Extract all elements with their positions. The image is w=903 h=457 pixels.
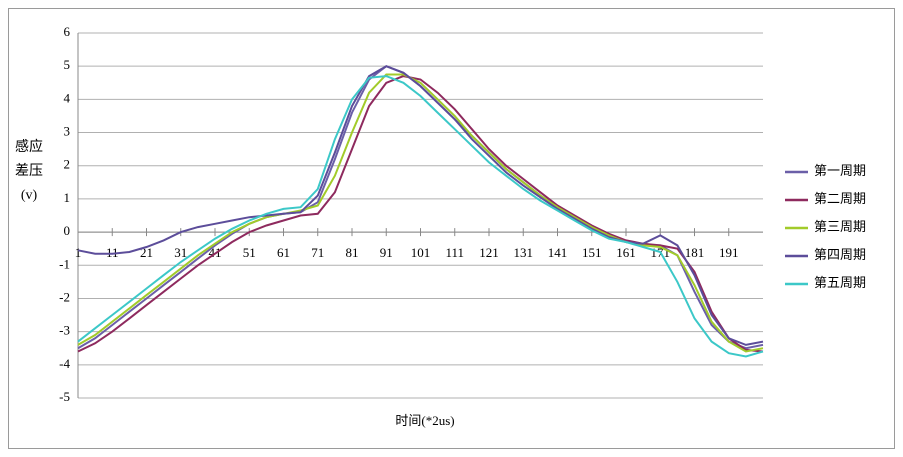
y-tick-label: 0 [64,223,71,238]
x-tick-label: 81 [346,245,359,260]
series-line [77,73,764,353]
series-line [77,75,764,353]
x-tick-label: 161 [616,245,636,260]
series-line [77,65,764,350]
legend-label: 第二周期 [814,191,866,206]
y-tick-label: 6 [64,24,71,39]
x-tick-label: 31 [174,245,187,260]
series-line [77,65,764,346]
y-tick-label: -2 [59,289,70,304]
x-tick-label: 1 [75,245,82,260]
x-tick-label: 51 [243,245,256,260]
x-tick-label: 111 [445,245,464,260]
y-tick-label: -1 [59,256,70,271]
y-tick-label: 2 [64,157,71,172]
series-line [77,75,764,358]
x-tick-label: 101 [411,245,431,260]
x-tick-label: 191 [719,245,739,260]
legend-label: 第四周期 [814,247,866,262]
x-axis-label: 时间(*2us) [395,413,454,428]
x-tick-label: 141 [548,245,568,260]
y-tick-label: 4 [64,90,71,105]
x-tick-label: 181 [685,245,705,260]
x-tick-label: 71 [311,245,324,260]
y-tick-label: 1 [64,190,71,205]
legend-label: 第三周期 [814,219,866,234]
y-tick-label: -4 [59,356,70,371]
y-tick-label: 3 [64,124,71,139]
x-tick-label: 151 [582,245,602,260]
x-tick-label: 121 [479,245,499,260]
x-tick-label: 91 [380,245,393,260]
y-tick-label: 5 [64,57,71,72]
chart-border [8,8,895,449]
y-tick-label: -3 [59,323,70,338]
x-tick-label: 61 [277,245,290,260]
y-axis-label: 感应差压(v) [15,140,43,203]
y-tick-label: -5 [59,389,70,404]
x-tick-label: 11 [106,245,119,260]
legend-label: 第一周期 [814,163,866,178]
legend-label: 第五周期 [814,275,866,290]
x-tick-label: 131 [514,245,534,260]
